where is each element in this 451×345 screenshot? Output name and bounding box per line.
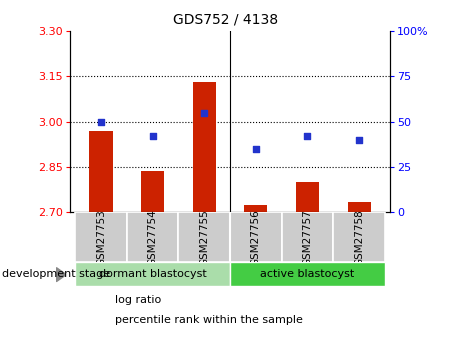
Text: dormant blastocyst: dormant blastocyst (99, 269, 207, 279)
Point (201, 110, 208, 115)
FancyBboxPatch shape (178, 212, 230, 262)
Text: GSM27758: GSM27758 (354, 209, 364, 266)
Text: GSM27757: GSM27757 (303, 209, 313, 266)
Text: GDS752 / 4138: GDS752 / 4138 (173, 12, 278, 26)
Bar (141, 171, 164, 212)
FancyBboxPatch shape (75, 212, 127, 262)
Text: GSM27753: GSM27753 (96, 209, 106, 266)
Bar (296, 182, 319, 212)
Bar (244, 205, 267, 212)
FancyBboxPatch shape (333, 212, 385, 262)
Text: GSM27754: GSM27754 (147, 209, 157, 266)
FancyBboxPatch shape (282, 212, 333, 262)
Bar (89, 131, 112, 212)
Bar (193, 82, 216, 212)
FancyBboxPatch shape (230, 262, 385, 286)
Point (149, 133, 156, 139)
Text: development stage: development stage (2, 269, 110, 279)
FancyBboxPatch shape (127, 212, 178, 262)
Point (97, 119, 105, 124)
FancyBboxPatch shape (230, 212, 282, 262)
Text: percentile rank within the sample: percentile rank within the sample (115, 315, 303, 325)
FancyBboxPatch shape (75, 262, 230, 286)
Point (304, 133, 311, 139)
Text: log ratio: log ratio (115, 295, 161, 305)
Polygon shape (56, 268, 66, 282)
Text: GSM27756: GSM27756 (251, 209, 261, 266)
Point (252, 146, 259, 151)
Bar (348, 201, 371, 212)
Text: GSM27755: GSM27755 (199, 209, 209, 266)
Point (355, 137, 363, 142)
Text: active blastocyst: active blastocyst (260, 269, 354, 279)
